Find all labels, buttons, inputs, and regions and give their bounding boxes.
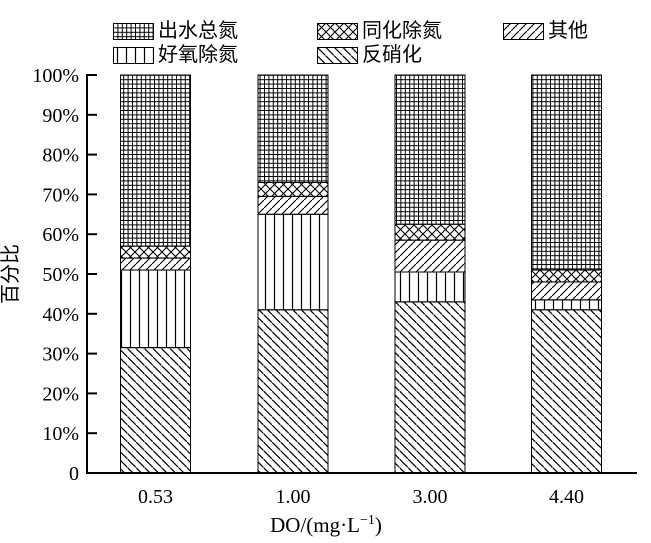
- legend-label: 出水总氮: [158, 20, 238, 42]
- legend-label: 反硝化: [362, 44, 422, 66]
- y-axis-title: 百分比: [0, 244, 22, 304]
- legend-item-assimilation-removal: 同化除氮: [317, 20, 442, 42]
- legend-label: 同化除氮: [362, 20, 442, 42]
- legend-swatch-grid-icon: [113, 22, 154, 40]
- bar-segment-diagonal-up: [531, 281, 602, 301]
- bar-segment-diagonal-up: [257, 195, 329, 215]
- legend-item-other: 其他: [503, 20, 588, 42]
- legend-label: 好氧除氮: [158, 44, 238, 66]
- x-tick-label: 1.00: [276, 486, 311, 508]
- legend-label: 其他: [548, 20, 588, 42]
- x-tick-label: 4.40: [549, 486, 584, 508]
- bars-group: [120, 74, 602, 474]
- legend-swatch-diagonal-down-icon: [317, 46, 358, 64]
- legend-swatch-vertical-icon: [113, 46, 154, 64]
- y-tick-label: 100%: [32, 65, 79, 87]
- x-tick-label: 0.53: [138, 486, 173, 508]
- x-axis-title: DO/(mg·L−1): [270, 513, 382, 537]
- bar-segment-diagonal-up: [394, 239, 466, 273]
- y-tick-label: 30%: [42, 344, 79, 366]
- bar-segment-diagonal-down: [394, 301, 466, 474]
- bar-segment-crosshatch: [120, 245, 191, 259]
- y-tick-label: 20%: [42, 383, 79, 405]
- legend-item-effluent-total-nitrogen: 出水总氮: [113, 20, 238, 42]
- bar-segment-diagonal-up: [120, 257, 191, 271]
- x-axis-title-superscript: −1: [360, 513, 375, 528]
- y-tick-label: 50%: [42, 264, 79, 286]
- bar-segment-grid: [120, 74, 191, 247]
- bar-segment-vertical: [394, 271, 466, 303]
- bar-segment-grid: [531, 74, 602, 271]
- bar-segment-diagonal-down: [120, 347, 191, 474]
- bar-segment-crosshatch: [257, 181, 329, 197]
- x-axis-title-close: ): [375, 513, 382, 537]
- y-tick-label: 80%: [42, 145, 79, 167]
- y-tick-label: 90%: [42, 105, 79, 127]
- bar-segment-diagonal-down: [257, 309, 329, 474]
- x-axis-labels: 0.53 1.00 3.00 4.40: [138, 486, 584, 508]
- legend-item-denitrification: 反硝化: [317, 44, 422, 66]
- y-tick-label: 10%: [42, 423, 79, 445]
- bar-segment-grid: [394, 74, 466, 225]
- legend-item-aerobic-removal: 好氧除氮: [113, 44, 238, 66]
- bar-segment-vertical: [120, 269, 191, 349]
- y-tick-label: 60%: [42, 224, 79, 246]
- legend-swatch-crosshatch-icon: [317, 22, 358, 40]
- bar-segment-vertical: [531, 299, 602, 311]
- legend-swatch-diagonal-up-icon: [503, 22, 544, 40]
- bar-segment-crosshatch: [531, 269, 602, 283]
- x-tick-label: 3.00: [413, 486, 448, 508]
- bar-segment-crosshatch: [394, 223, 466, 241]
- bar-segment-grid: [257, 74, 329, 183]
- bar-segment-vertical: [257, 213, 329, 311]
- y-axis-ticks: 0 10% 20% 30% 40% 50% 60% 70% 80% 90% 100%: [32, 65, 97, 485]
- y-tick-label: 70%: [42, 184, 79, 206]
- y-tick-label: 0: [69, 463, 79, 485]
- bar-segment-diagonal-down: [531, 309, 602, 474]
- y-tick-label: 40%: [42, 304, 79, 326]
- x-axis-title-main: DO/(mg·L: [270, 513, 360, 537]
